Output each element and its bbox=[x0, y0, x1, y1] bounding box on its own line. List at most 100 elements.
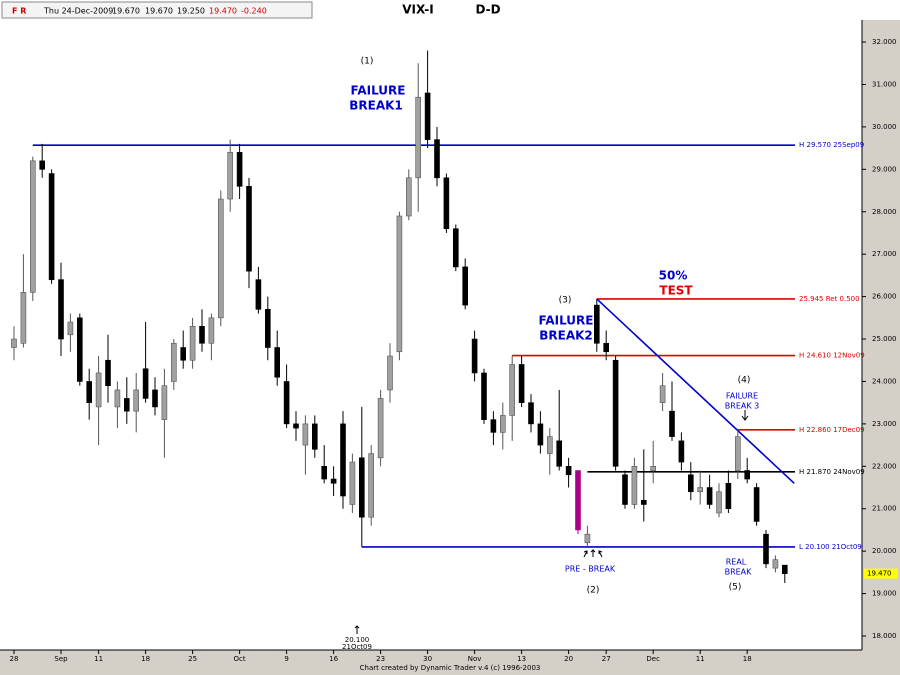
x-tick-label: 16 bbox=[329, 655, 338, 663]
marks: H 29.570 25Sep09 25.945 Ret 0.500 H 24.610… bbox=[11, 50, 865, 583]
candle-body bbox=[67, 321, 74, 336]
candle-body bbox=[734, 436, 741, 471]
candle-body bbox=[593, 304, 600, 344]
annotation: (3) bbox=[559, 296, 572, 306]
candle-body bbox=[189, 326, 196, 361]
candle-body bbox=[152, 389, 158, 408]
candle-body bbox=[29, 160, 36, 293]
candle-body bbox=[340, 423, 346, 497]
arrows bbox=[583, 549, 603, 558]
y-tick-label: 27.000 bbox=[872, 250, 897, 258]
annotation: 20.100 bbox=[345, 636, 370, 644]
candle-body bbox=[424, 92, 431, 140]
candle-body bbox=[706, 487, 713, 505]
candle-body bbox=[556, 440, 563, 467]
candle-body bbox=[227, 152, 233, 200]
y-tick-label: 30.000 bbox=[872, 123, 897, 131]
x-tick-label: 11 bbox=[94, 655, 103, 663]
candle-body bbox=[11, 338, 17, 348]
header-box bbox=[1, 1, 313, 19]
candle-body bbox=[236, 152, 243, 187]
candle-body bbox=[528, 402, 534, 425]
candle-body bbox=[264, 309, 271, 348]
annotation: (2) bbox=[587, 586, 600, 596]
annotation: FAILURE bbox=[726, 392, 758, 401]
arrow bbox=[741, 415, 749, 421]
x-tick-label: Sep bbox=[54, 655, 68, 663]
y-tick-label: 20.000 bbox=[872, 547, 897, 555]
candle-body bbox=[330, 478, 337, 484]
candle-body bbox=[687, 474, 694, 493]
x-tick-label: 27 bbox=[602, 655, 611, 663]
x-tick-label: 25 bbox=[188, 655, 197, 663]
candle-body bbox=[434, 139, 440, 179]
level-label: H 29.570 25Sep09 bbox=[799, 141, 864, 149]
candle-body bbox=[171, 342, 177, 382]
trend-line bbox=[596, 298, 795, 484]
x-tick-label: 23 bbox=[376, 655, 385, 663]
candle-body bbox=[255, 279, 262, 310]
last-price: 19.470 bbox=[867, 570, 892, 578]
x-tick-label: 20 bbox=[564, 655, 573, 663]
candle-body bbox=[678, 440, 685, 463]
x-tick-label: 13 bbox=[517, 655, 526, 663]
candle-body bbox=[283, 381, 290, 425]
footer: Chart created by Dynamic Trader v.4 (c) … bbox=[360, 664, 541, 672]
candle-body bbox=[452, 228, 459, 268]
candle-body bbox=[349, 461, 356, 505]
candle-body bbox=[124, 398, 130, 412]
header-flags: F R bbox=[12, 7, 26, 16]
x-tick-label: 11 bbox=[696, 655, 705, 663]
candle-body bbox=[725, 482, 732, 510]
candle-body bbox=[443, 177, 450, 230]
candle-body bbox=[772, 559, 779, 569]
x-tick-label: Dec bbox=[646, 655, 660, 663]
annotation: BREAK2 bbox=[539, 329, 593, 343]
candle-body bbox=[133, 389, 139, 412]
candle-body bbox=[697, 487, 704, 493]
candle-body bbox=[293, 423, 299, 429]
level-label: H 24.610 12Nov09 bbox=[799, 352, 865, 360]
x-tick-label: Oct bbox=[234, 655, 246, 663]
candle-body bbox=[584, 533, 591, 543]
candle-body bbox=[358, 457, 365, 518]
candle-body bbox=[669, 410, 675, 437]
header-low: 19.250 bbox=[177, 7, 205, 16]
candle-body bbox=[763, 533, 769, 565]
y-tick-label: 23.000 bbox=[872, 420, 897, 428]
header-open: 19.670 bbox=[112, 7, 140, 16]
level-label: L 20.100 21Oct09 bbox=[799, 543, 862, 551]
candle-body bbox=[490, 419, 497, 433]
candle-body bbox=[499, 415, 506, 433]
candle-body bbox=[142, 368, 149, 399]
candle-body bbox=[77, 317, 83, 382]
candle-body bbox=[565, 466, 572, 476]
y-tick-label: 19.000 bbox=[872, 590, 897, 598]
last-price-box bbox=[864, 568, 898, 579]
chart-period: D-D bbox=[475, 3, 500, 17]
candle-body bbox=[377, 398, 384, 459]
candle-body bbox=[218, 198, 224, 319]
annotation: BREAK bbox=[725, 568, 753, 577]
candle-body bbox=[302, 423, 309, 446]
candle-body bbox=[95, 372, 102, 408]
candle-body bbox=[415, 96, 422, 179]
candle-body bbox=[650, 466, 657, 471]
level-label: 25.945 Ret 0.500 bbox=[799, 295, 860, 303]
candle-body bbox=[631, 466, 638, 505]
x-tick-label: 30 bbox=[423, 655, 432, 663]
header-change: -0.240 bbox=[241, 7, 267, 16]
y-tick-label: 22.000 bbox=[872, 462, 897, 470]
candle-body bbox=[58, 279, 64, 340]
annotation: FAILURE bbox=[539, 314, 594, 328]
candle-body bbox=[396, 215, 403, 353]
annotation: PRE - BREAK bbox=[565, 565, 616, 574]
candle-body bbox=[603, 342, 610, 353]
candle-body bbox=[48, 173, 55, 280]
annotation: (4) bbox=[738, 376, 751, 386]
candle-body bbox=[716, 491, 722, 514]
chart-title: VIX-I bbox=[402, 3, 433, 17]
candle-body bbox=[368, 453, 375, 518]
candle-body bbox=[387, 355, 393, 391]
annotation: BREAK 3 bbox=[725, 402, 759, 411]
